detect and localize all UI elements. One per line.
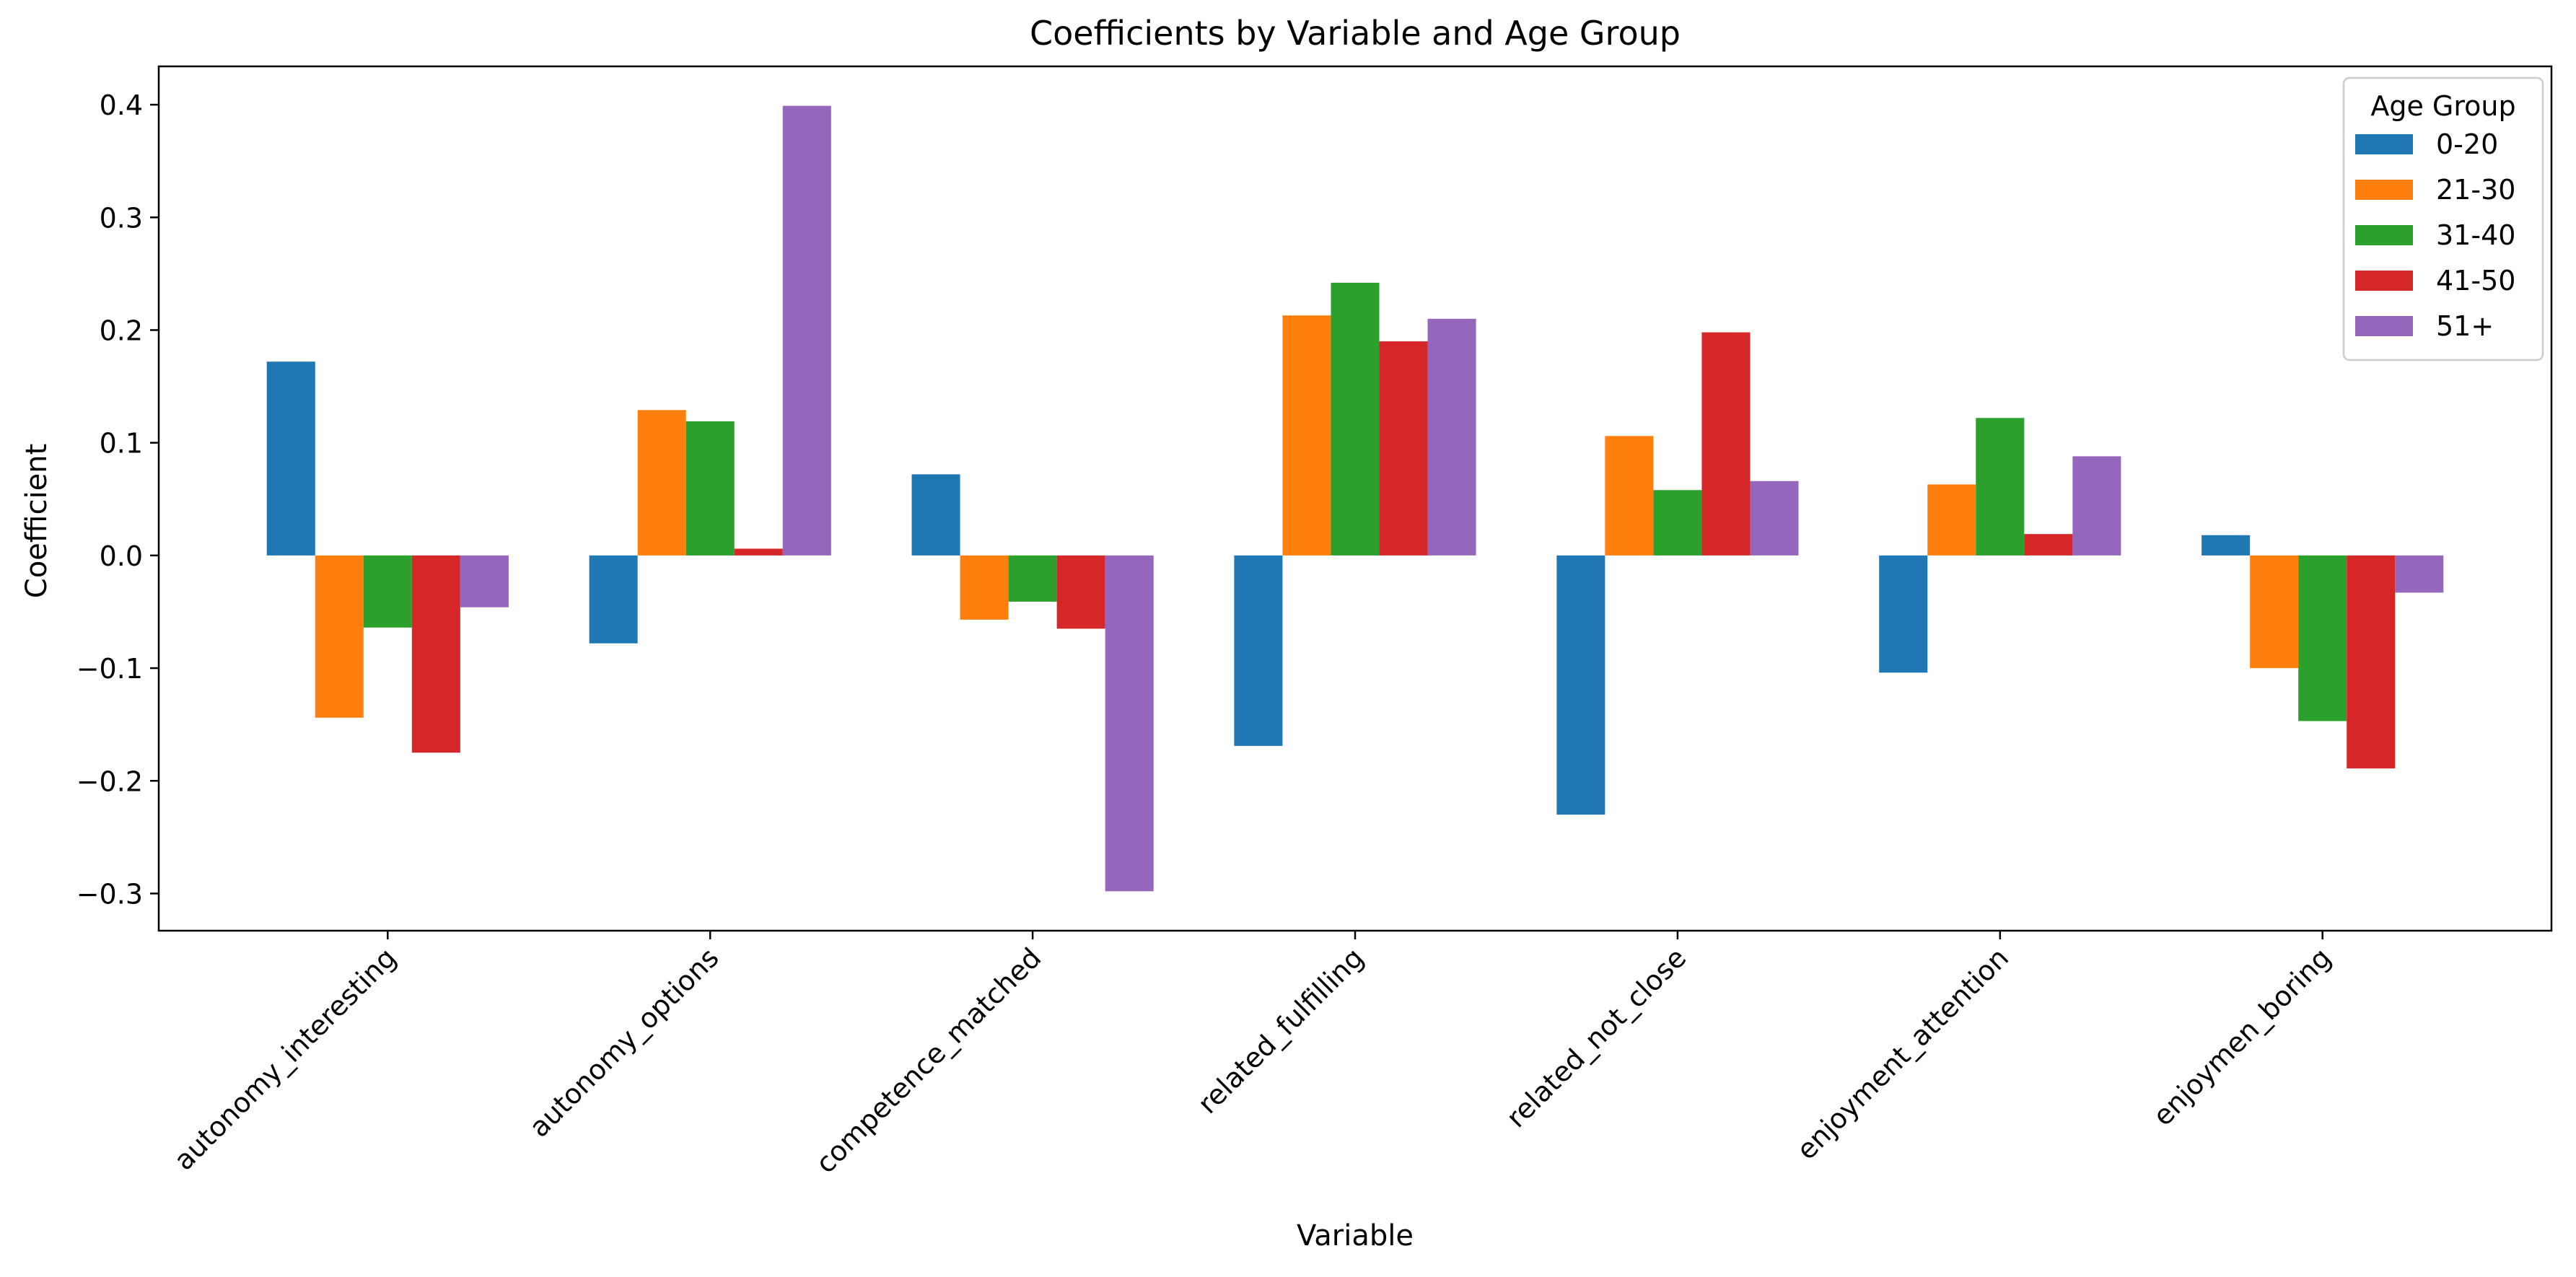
bar-enjoyment-attention-21-30 — [1927, 484, 1976, 556]
legend-swatch-21-30 — [2355, 180, 2413, 200]
bar-autonomy-interesting-51 — [460, 555, 509, 607]
bar-related-fulfilling-51 — [1427, 318, 1476, 556]
y-tick-label: 0.4 — [100, 89, 143, 121]
bar-autonomy-interesting-0-20 — [266, 361, 315, 556]
y-tick-label: −0.1 — [76, 653, 143, 685]
bar-competence-matched-41-50 — [1056, 555, 1105, 629]
bar-related-fulfilling-41-50 — [1379, 341, 1428, 556]
legend-title: Age Group — [2370, 90, 2515, 122]
bar-enjoyment-attention-31-40 — [1976, 418, 2025, 556]
legend-label-0-20: 0-20 — [2436, 128, 2498, 160]
plot-frame — [157, 65, 2553, 932]
chart-title: Coefficients by Variable and Age Group — [1030, 14, 1681, 53]
bar-enjoymen-boring-31-40 — [2298, 555, 2347, 721]
bar-related-not-close-0-20 — [1556, 555, 1605, 815]
y-axis-ticks: −0.3 −0.2 −0.1 0.0 0.1 0.2 0.3 0.4 — [76, 89, 159, 910]
bar-related-not-close-41-50 — [1701, 332, 1751, 556]
bars-group — [266, 105, 2444, 892]
y-tick-label: 0.2 — [100, 315, 143, 346]
bar-autonomy-options-0-20 — [589, 555, 638, 644]
legend-label-31-40: 31-40 — [2436, 219, 2515, 251]
bar-autonomy-options-21-30 — [637, 410, 686, 556]
bar-competence-matched-51 — [1105, 555, 1154, 892]
y-tick-label: −0.2 — [76, 765, 143, 797]
bar-enjoyment-attention-41-50 — [2024, 534, 2073, 556]
bar-related-fulfilling-0-20 — [1234, 555, 1283, 746]
bar-related-fulfilling-21-30 — [1282, 315, 1331, 556]
legend-label-41-50: 41-50 — [2436, 265, 2515, 297]
bar-enjoymen-boring-21-30 — [2250, 555, 2299, 669]
x-axis-label: Variable — [1297, 1219, 1414, 1252]
bar-enjoyment-attention-0-20 — [1879, 555, 1928, 673]
bar-enjoymen-boring-41-50 — [2347, 555, 2396, 769]
bar-related-fulfilling-31-40 — [1331, 282, 1380, 556]
bar-related-not-close-21-30 — [1605, 436, 1654, 556]
bar-enjoyment-attention-51 — [2072, 456, 2121, 556]
legend-label-21-30: 21-30 — [2436, 174, 2515, 206]
y-tick-label: 0.0 — [100, 540, 143, 572]
bar-competence-matched-21-30 — [960, 555, 1009, 620]
bar-autonomy-options-51 — [782, 105, 831, 556]
bar-autonomy-options-31-40 — [685, 421, 735, 556]
bar-related-not-close-31-40 — [1653, 490, 1702, 556]
legend: Age Group 0-20 21-30 31-40 41-50 51+ — [2342, 76, 2544, 361]
bar-related-not-close-51 — [1750, 480, 1799, 556]
bar-competence-matched-31-40 — [1008, 555, 1057, 602]
legend-swatch-41-50 — [2355, 271, 2413, 291]
bar-enjoymen-boring-51 — [2395, 555, 2444, 593]
legend-swatch-0-20 — [2355, 134, 2413, 154]
y-tick-label: 0.1 — [100, 428, 143, 460]
legend-label-51: 51+ — [2436, 310, 2494, 342]
bar-enjoymen-boring-0-20 — [2202, 535, 2251, 556]
y-axis-label: Coefficient — [20, 444, 53, 598]
legend-swatch-31-40 — [2355, 225, 2413, 245]
bar-autonomy-interesting-41-50 — [411, 555, 460, 753]
legend-swatch-51 — [2355, 316, 2413, 336]
bar-autonomy-options-41-50 — [734, 548, 783, 556]
y-tick-label: −0.3 — [76, 878, 143, 910]
y-tick-label: 0.3 — [100, 202, 143, 234]
bar-competence-matched-0-20 — [911, 474, 960, 556]
bar-autonomy-interesting-31-40 — [363, 555, 412, 628]
bar-autonomy-interesting-21-30 — [315, 555, 364, 718]
